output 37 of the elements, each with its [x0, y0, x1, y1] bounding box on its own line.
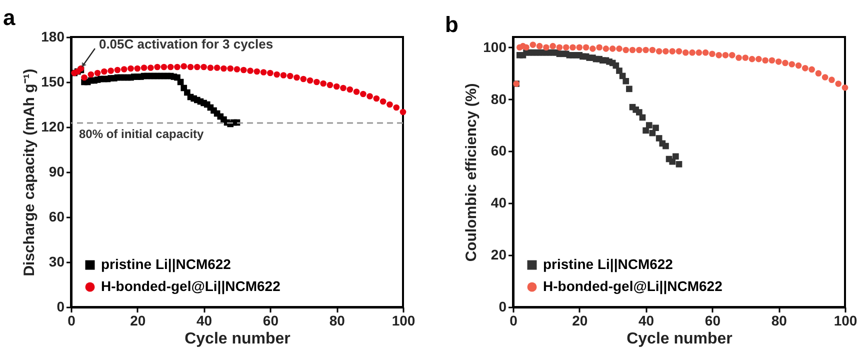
y-tick-label: 80: [490, 90, 507, 107]
y-tick-label: 60: [48, 208, 65, 224]
y-axis-title: Coulombic efficiency (%): [463, 83, 480, 262]
y-tick-label: 0: [56, 298, 65, 314]
x-tick-label: 0: [510, 312, 518, 328]
y-tick-label: 150: [41, 74, 65, 90]
x-tick-label: 40: [638, 312, 654, 328]
x-tick-label: 100: [834, 312, 858, 328]
y-tick-label: 100: [483, 38, 507, 55]
x-tick-label: 80: [771, 312, 788, 328]
y-tick-label: 30: [48, 254, 65, 270]
x-tick-label: 80: [329, 312, 346, 328]
x-tick-label: 20: [130, 312, 146, 328]
y-tick-label: 60: [490, 142, 507, 159]
annotation: 0.05C activation for 3 cycles: [98, 36, 274, 52]
legend-label: pristine Li||NCM622: [101, 256, 232, 273]
x-tick-label: 100: [392, 312, 416, 328]
y-axis-title: Discharge capacity (mAh g⁻¹): [21, 68, 38, 276]
y-tick-label: 120: [41, 118, 65, 134]
x-tick-label: 40: [196, 312, 212, 328]
chart-title: a: [3, 5, 16, 30]
x-tick-label: 60: [262, 312, 279, 328]
y-tick-label: 0: [498, 298, 507, 314]
x-tick-label: 60: [704, 312, 721, 328]
y-tick-label: 40: [490, 194, 507, 211]
x-axis-title: Cycle number: [184, 330, 290, 348]
y-tick-label: 20: [490, 246, 507, 263]
chart-title: b: [445, 12, 458, 37]
ref-line-label: 80% of initial capacity: [79, 126, 204, 141]
x-axis-title: Cycle number: [626, 330, 732, 348]
x-tick-label: 0: [68, 312, 76, 328]
legend-label: pristine Li||NCM622: [543, 256, 674, 273]
x-tick-label: 20: [572, 312, 588, 328]
y-tick-label: 90: [48, 164, 65, 180]
legend-label: H-bonded-gel@Li||NCM622: [543, 278, 723, 295]
y-tick-label: 180: [41, 28, 65, 44]
legend-label: H-bonded-gel@Li||NCM622: [101, 278, 281, 295]
